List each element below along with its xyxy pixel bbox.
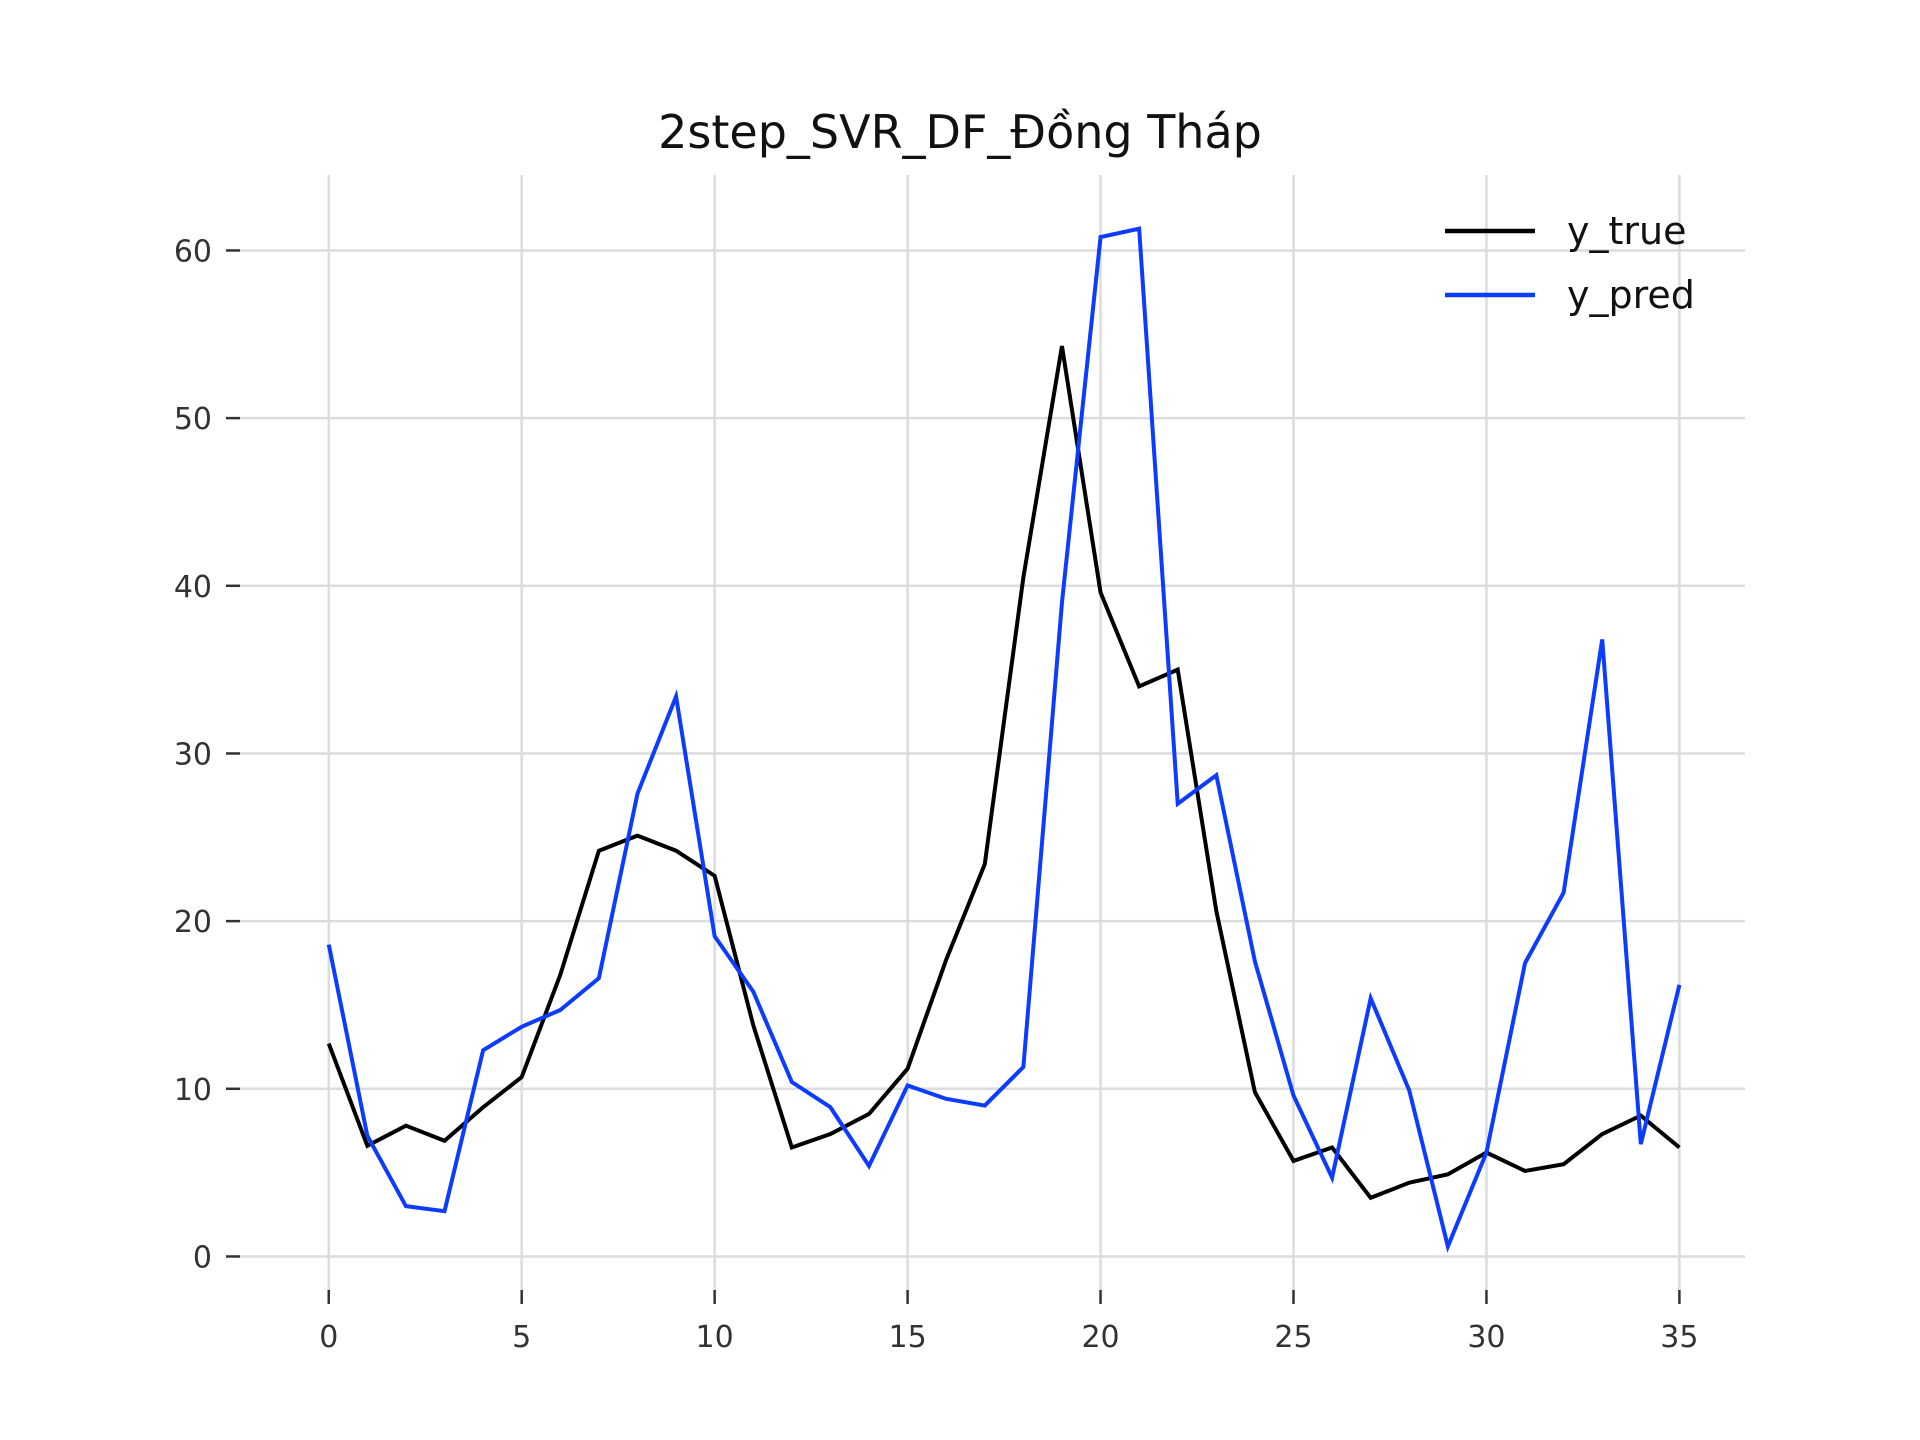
series-line-y-pred [326,226,1682,1253]
y-tick-label: 20 [174,905,212,940]
x-tick-label: 35 [1660,1320,1698,1355]
grid [240,175,1745,1290]
y-tick-label: 60 [174,234,212,269]
y-tick-label: 40 [174,570,212,605]
y-tick-label: 10 [174,1073,212,1108]
legend-label-y-pred: y_pred [1567,273,1695,317]
x-tick-label: 0 [319,1320,338,1355]
y-tick-label: 0 [193,1240,212,1275]
chart-title: 2step_SVR_DF_Đồng Tháp [658,105,1262,159]
x-tick-label: 25 [1274,1320,1312,1355]
legend: y_true y_pred [1445,209,1695,317]
y-tick-label: 50 [174,402,212,437]
x-tick-label: 5 [512,1320,531,1355]
x-tick-label: 20 [1081,1320,1119,1355]
x-tick-label: 30 [1467,1320,1505,1355]
series-lines [326,226,1682,1253]
y-tick-label: 30 [174,737,212,772]
legend-label-y-true: y_true [1567,209,1686,253]
x-tick-label: 15 [889,1320,927,1355]
x-tick-label: 10 [696,1320,734,1355]
axes: 0 5 10 15 20 25 30 35 0 10 20 30 40 50 60 [174,234,1699,1355]
series-line-y-true [326,345,1681,1201]
